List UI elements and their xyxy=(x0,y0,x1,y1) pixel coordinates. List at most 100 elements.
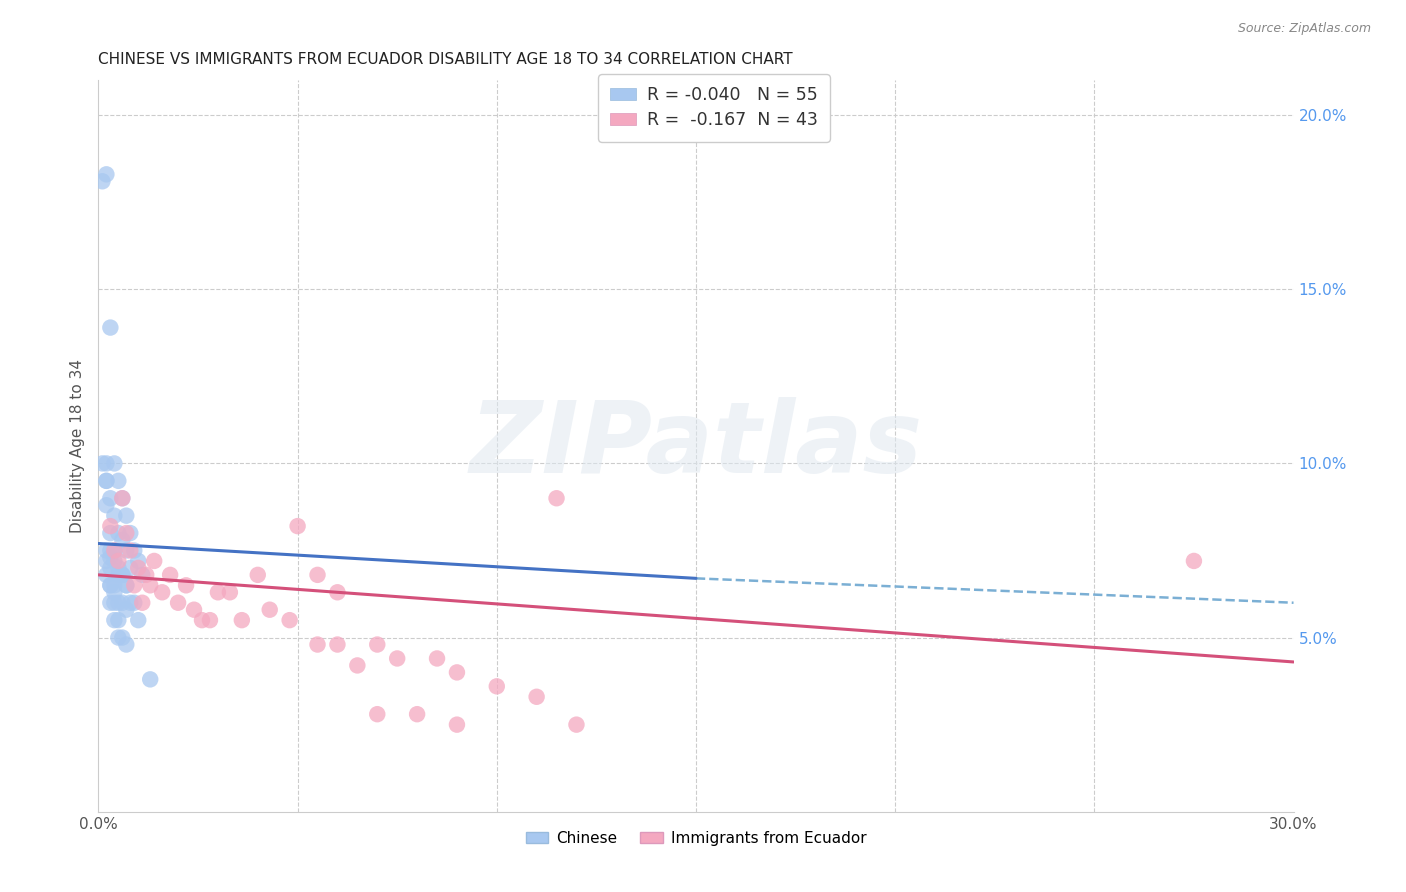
Point xyxy=(115,578,138,592)
Point xyxy=(346,658,368,673)
Point xyxy=(143,554,166,568)
Point xyxy=(107,561,129,575)
Text: CHINESE VS IMMIGRANTS FROM ECUADOR DISABILITY AGE 18 TO 34 CORRELATION CHART: CHINESE VS IMMIGRANTS FROM ECUADOR DISAB… xyxy=(98,52,793,67)
Point xyxy=(167,596,190,610)
Point xyxy=(115,578,138,592)
Point xyxy=(96,498,118,512)
Text: ZIPatlas: ZIPatlas xyxy=(470,398,922,494)
Point xyxy=(278,613,301,627)
Point xyxy=(485,679,508,693)
Point xyxy=(103,457,125,471)
Point xyxy=(111,631,134,645)
Point xyxy=(120,526,142,541)
Point xyxy=(111,567,134,582)
Point xyxy=(98,561,122,575)
Point xyxy=(120,596,142,610)
Point xyxy=(107,567,129,582)
Point xyxy=(96,457,118,471)
Legend: Chinese, Immigrants from Ecuador: Chinese, Immigrants from Ecuador xyxy=(519,824,873,852)
Point xyxy=(96,474,118,488)
Point xyxy=(174,578,197,592)
Point xyxy=(326,638,349,652)
Point xyxy=(259,603,281,617)
Point xyxy=(406,707,429,722)
Point xyxy=(207,585,229,599)
Point xyxy=(135,567,157,582)
Y-axis label: Disability Age 18 to 34: Disability Age 18 to 34 xyxy=(69,359,84,533)
Point xyxy=(115,508,138,523)
Point xyxy=(565,717,588,731)
Point xyxy=(98,519,122,533)
Point xyxy=(98,491,122,506)
Point xyxy=(307,638,329,652)
Point xyxy=(111,596,134,610)
Point xyxy=(103,613,125,627)
Point xyxy=(91,174,114,188)
Point xyxy=(139,578,162,592)
Point xyxy=(198,613,221,627)
Point xyxy=(287,519,309,533)
Point xyxy=(107,474,129,488)
Point xyxy=(124,543,146,558)
Point xyxy=(219,585,242,599)
Point xyxy=(98,578,122,592)
Point xyxy=(103,543,125,558)
Point xyxy=(96,474,118,488)
Point xyxy=(1182,554,1205,568)
Point xyxy=(120,543,142,558)
Point xyxy=(307,567,329,582)
Point xyxy=(103,596,125,610)
Point xyxy=(111,491,134,506)
Point xyxy=(91,457,114,471)
Point xyxy=(107,631,129,645)
Point xyxy=(120,561,142,575)
Point xyxy=(526,690,548,704)
Point xyxy=(96,543,118,558)
Point xyxy=(446,665,468,680)
Point xyxy=(150,585,173,599)
Point xyxy=(546,491,568,506)
Point xyxy=(385,651,409,665)
Point xyxy=(131,567,153,582)
Point xyxy=(96,554,118,568)
Point xyxy=(98,543,122,558)
Point xyxy=(127,561,149,575)
Point xyxy=(246,567,269,582)
Point xyxy=(103,585,125,599)
Point xyxy=(107,596,129,610)
Point xyxy=(98,320,122,334)
Point xyxy=(159,567,181,582)
Point xyxy=(107,554,129,568)
Point xyxy=(103,578,125,592)
Point xyxy=(107,613,129,627)
Point xyxy=(127,554,149,568)
Point xyxy=(115,526,138,541)
Point xyxy=(96,167,118,181)
Point xyxy=(111,533,134,547)
Point xyxy=(124,596,146,610)
Point xyxy=(96,567,118,582)
Point xyxy=(103,508,125,523)
Point xyxy=(139,673,162,687)
Point xyxy=(366,707,388,722)
Point xyxy=(366,638,388,652)
Point xyxy=(103,543,125,558)
Point xyxy=(191,613,214,627)
Point xyxy=(446,717,468,731)
Point xyxy=(107,526,129,541)
Point xyxy=(98,578,122,592)
Point xyxy=(326,585,349,599)
Point xyxy=(124,578,146,592)
Point xyxy=(426,651,449,665)
Text: Source: ZipAtlas.com: Source: ZipAtlas.com xyxy=(1237,22,1371,36)
Point xyxy=(111,567,134,582)
Point xyxy=(183,603,205,617)
Point xyxy=(115,543,138,558)
Point xyxy=(103,554,125,568)
Point xyxy=(111,491,134,506)
Point xyxy=(98,550,122,565)
Point xyxy=(115,603,138,617)
Point xyxy=(98,596,122,610)
Point xyxy=(231,613,253,627)
Point xyxy=(131,596,153,610)
